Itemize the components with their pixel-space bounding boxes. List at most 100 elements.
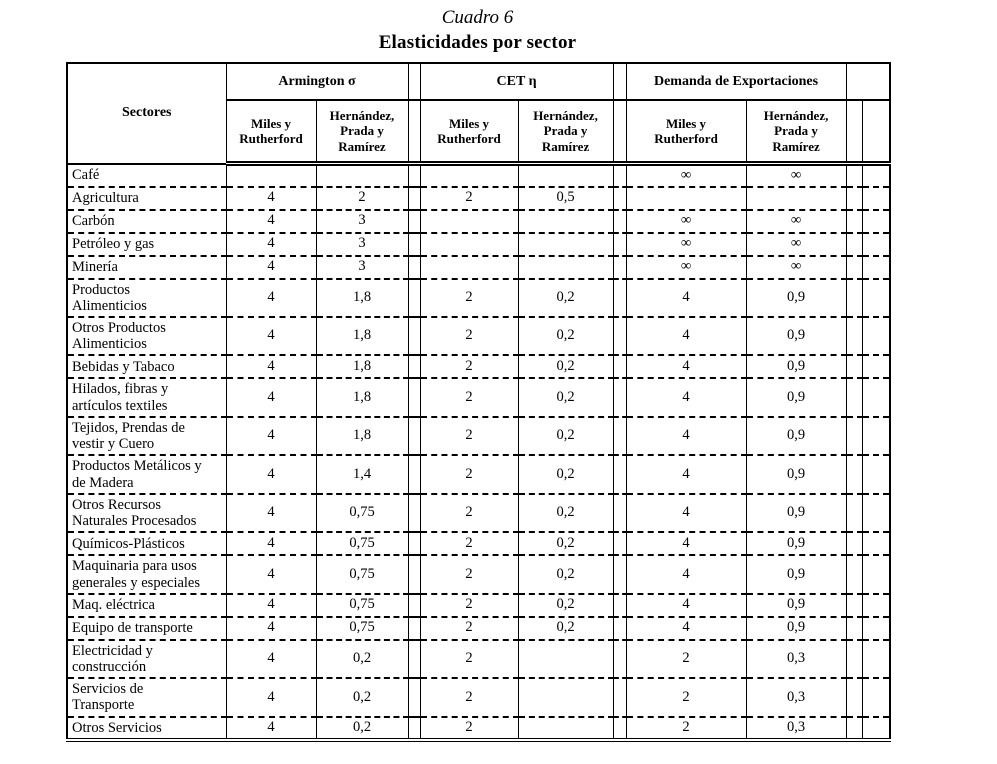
table-row: Café ∞ ∞ — [66, 163, 891, 188]
value-cell: 0,9 — [745, 377, 847, 418]
value-cell: 4 — [225, 377, 317, 418]
value-cell — [625, 186, 747, 211]
sector-name-cell: Café — [66, 163, 227, 188]
value-cell: 2 — [419, 677, 519, 718]
spacer-cell — [407, 531, 421, 557]
value-cell: 0,2 — [517, 316, 614, 357]
value-cell: 1,8 — [315, 377, 409, 418]
value-cell: 4 — [225, 255, 317, 280]
value-cell: 4 — [625, 454, 747, 495]
spacer-cell — [612, 62, 627, 101]
spacer-cell — [861, 493, 891, 534]
sector-name-cell: Servicios de Transporte — [66, 677, 227, 718]
value-cell: 4 — [625, 531, 747, 557]
spacer-cell — [861, 616, 891, 641]
value-cell: 0,9 — [745, 493, 847, 534]
value-cell — [225, 163, 317, 188]
value-cell — [517, 716, 614, 742]
sector-name-cell: Otros Recursos Naturales Procesados — [66, 493, 227, 534]
spacer-cell — [407, 716, 421, 742]
spacer-cell — [861, 677, 891, 718]
value-cell: 4 — [225, 416, 317, 457]
value-cell — [517, 163, 614, 188]
spacer-cell — [845, 163, 863, 188]
value-cell: 2 — [315, 186, 409, 211]
spacer-cell — [861, 277, 891, 318]
value-cell: 0,2 — [517, 416, 614, 457]
spacer-cell — [407, 616, 421, 641]
spacer-cell — [612, 209, 627, 234]
value-cell: ∞ — [745, 255, 847, 280]
value-cell: 0,3 — [745, 639, 847, 680]
spacer-cell — [612, 255, 627, 280]
table-row: Otros Productos Alimenticios 4 1,8 2 0,2 4 0,9 — [66, 316, 891, 357]
value-cell: 0,9 — [745, 416, 847, 457]
spacer-cell — [612, 316, 627, 357]
value-cell: 0,2 — [517, 377, 614, 418]
table-row: Otros Servicios 4 0,2 2 2 0,3 — [66, 716, 891, 742]
value-cell: 0,75 — [315, 616, 409, 641]
value-cell: 0,2 — [517, 593, 614, 618]
spacer-cell — [612, 639, 627, 680]
sector-name-cell: Otros Productos Alimenticios — [66, 316, 227, 357]
column-group-armington: Armington σ — [225, 62, 409, 101]
value-cell: 4 — [625, 277, 747, 318]
value-cell: 0,2 — [517, 454, 614, 495]
spacer-cell — [407, 209, 421, 234]
value-cell: 4 — [225, 554, 317, 595]
spacer-cell — [845, 531, 863, 557]
spacer-cell — [861, 716, 891, 742]
spacer-cell — [845, 716, 863, 742]
value-cell: ∞ — [625, 232, 747, 257]
value-cell: 4 — [625, 354, 747, 380]
value-cell: 0,9 — [745, 277, 847, 318]
spacer-cell — [845, 377, 863, 418]
spacer-cell — [612, 277, 627, 318]
sector-name-cell: Petróleo y gas — [66, 232, 227, 257]
value-cell: 4 — [625, 593, 747, 618]
group-header-row: Sectores Armington σ CET η Demanda de Ex… — [66, 62, 891, 165]
sector-name-cell: Hilados, fibras y artículos textiles — [66, 377, 227, 418]
value-cell — [419, 232, 519, 257]
value-cell: 0,75 — [315, 593, 409, 618]
value-cell: 2 — [419, 716, 519, 742]
spacer-cell — [845, 639, 863, 680]
value-cell: 2 — [419, 416, 519, 457]
value-cell: 3 — [315, 255, 409, 280]
value-cell: 4 — [625, 416, 747, 457]
table-row: Otros Recursos Naturales Procesados 4 0,75… — [66, 493, 891, 534]
value-cell — [517, 255, 614, 280]
column-group-cet: CET η — [419, 62, 614, 101]
value-cell: 1,8 — [315, 354, 409, 380]
spacer-cell — [845, 232, 863, 257]
subcolumn-label: Hernández, Prada y Ramírez — [329, 108, 395, 154]
table-row: Minería 4 3 ∞ ∞ — [66, 255, 891, 280]
spacer-cell — [845, 277, 863, 318]
value-cell: 2 — [419, 593, 519, 618]
spacer-cell — [845, 416, 863, 457]
value-cell: 2 — [419, 616, 519, 641]
spacer-cell — [845, 493, 863, 534]
table-row: Productos Alimenticios 4 1,8 2 0,2 4 0,9 — [66, 277, 891, 318]
value-cell: 0,2 — [517, 616, 614, 641]
subcolumn-miles-rutherford: Miles y Rutherford — [625, 99, 747, 166]
value-cell: 0,75 — [315, 493, 409, 534]
spacer-cell — [845, 209, 863, 234]
value-cell: 0,9 — [745, 554, 847, 595]
value-cell: 2 — [419, 316, 519, 357]
value-cell: 2 — [419, 354, 519, 380]
sector-name-cell: Maq. eléctrica — [66, 593, 227, 618]
spacer-cell — [612, 354, 627, 380]
spacer-cell — [861, 377, 891, 418]
spacer-cell — [407, 416, 421, 457]
spacer-cell — [845, 454, 863, 495]
spacer-cell — [612, 554, 627, 595]
value-cell: 0,9 — [745, 354, 847, 380]
value-cell: 2 — [625, 677, 747, 718]
spacer-cell — [612, 99, 627, 166]
spacer-cell — [861, 639, 891, 680]
spacer-cell — [407, 186, 421, 211]
spacer-cell — [407, 677, 421, 718]
spacer-cell — [407, 255, 421, 280]
value-cell: 2 — [419, 377, 519, 418]
